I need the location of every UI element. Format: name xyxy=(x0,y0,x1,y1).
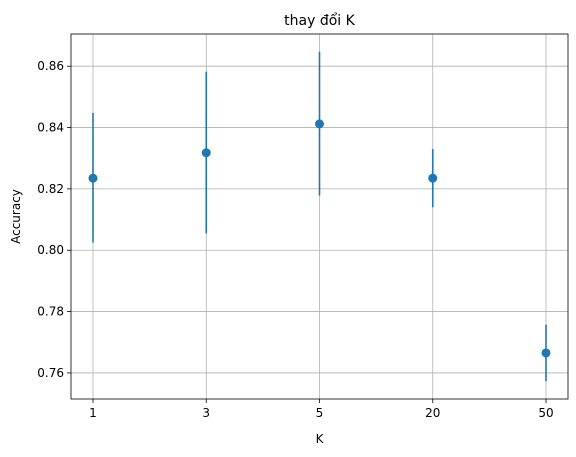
y-axis-title: Accuracy xyxy=(9,189,23,244)
data-point xyxy=(88,173,98,183)
axes: 1 3 5 20 50 0.76 0.78 0.80 0.82 0.84 0.86 xyxy=(37,59,553,420)
y-tick-label: 0.84 xyxy=(37,121,64,135)
y-tick-label: 0.80 xyxy=(37,243,64,257)
data-marks xyxy=(88,51,551,382)
data-point xyxy=(541,348,551,358)
y-tick-label: 0.78 xyxy=(37,305,64,319)
x-tick-label: 1 xyxy=(89,406,97,420)
data-point xyxy=(315,119,324,129)
x-tick-label: 50 xyxy=(538,406,553,420)
x-tick-label: 20 xyxy=(425,406,440,420)
y-tick-label: 0.82 xyxy=(37,182,64,196)
chart-title: thay đổi K xyxy=(284,12,355,29)
y-tick-label: 0.76 xyxy=(37,366,64,380)
data-point xyxy=(201,148,211,158)
x-tick-label: 5 xyxy=(316,406,324,420)
data-point xyxy=(428,173,438,183)
x-axis-title: K xyxy=(316,432,325,446)
x-tick-label: 3 xyxy=(202,406,210,420)
y-tick-label: 0.86 xyxy=(37,59,64,73)
